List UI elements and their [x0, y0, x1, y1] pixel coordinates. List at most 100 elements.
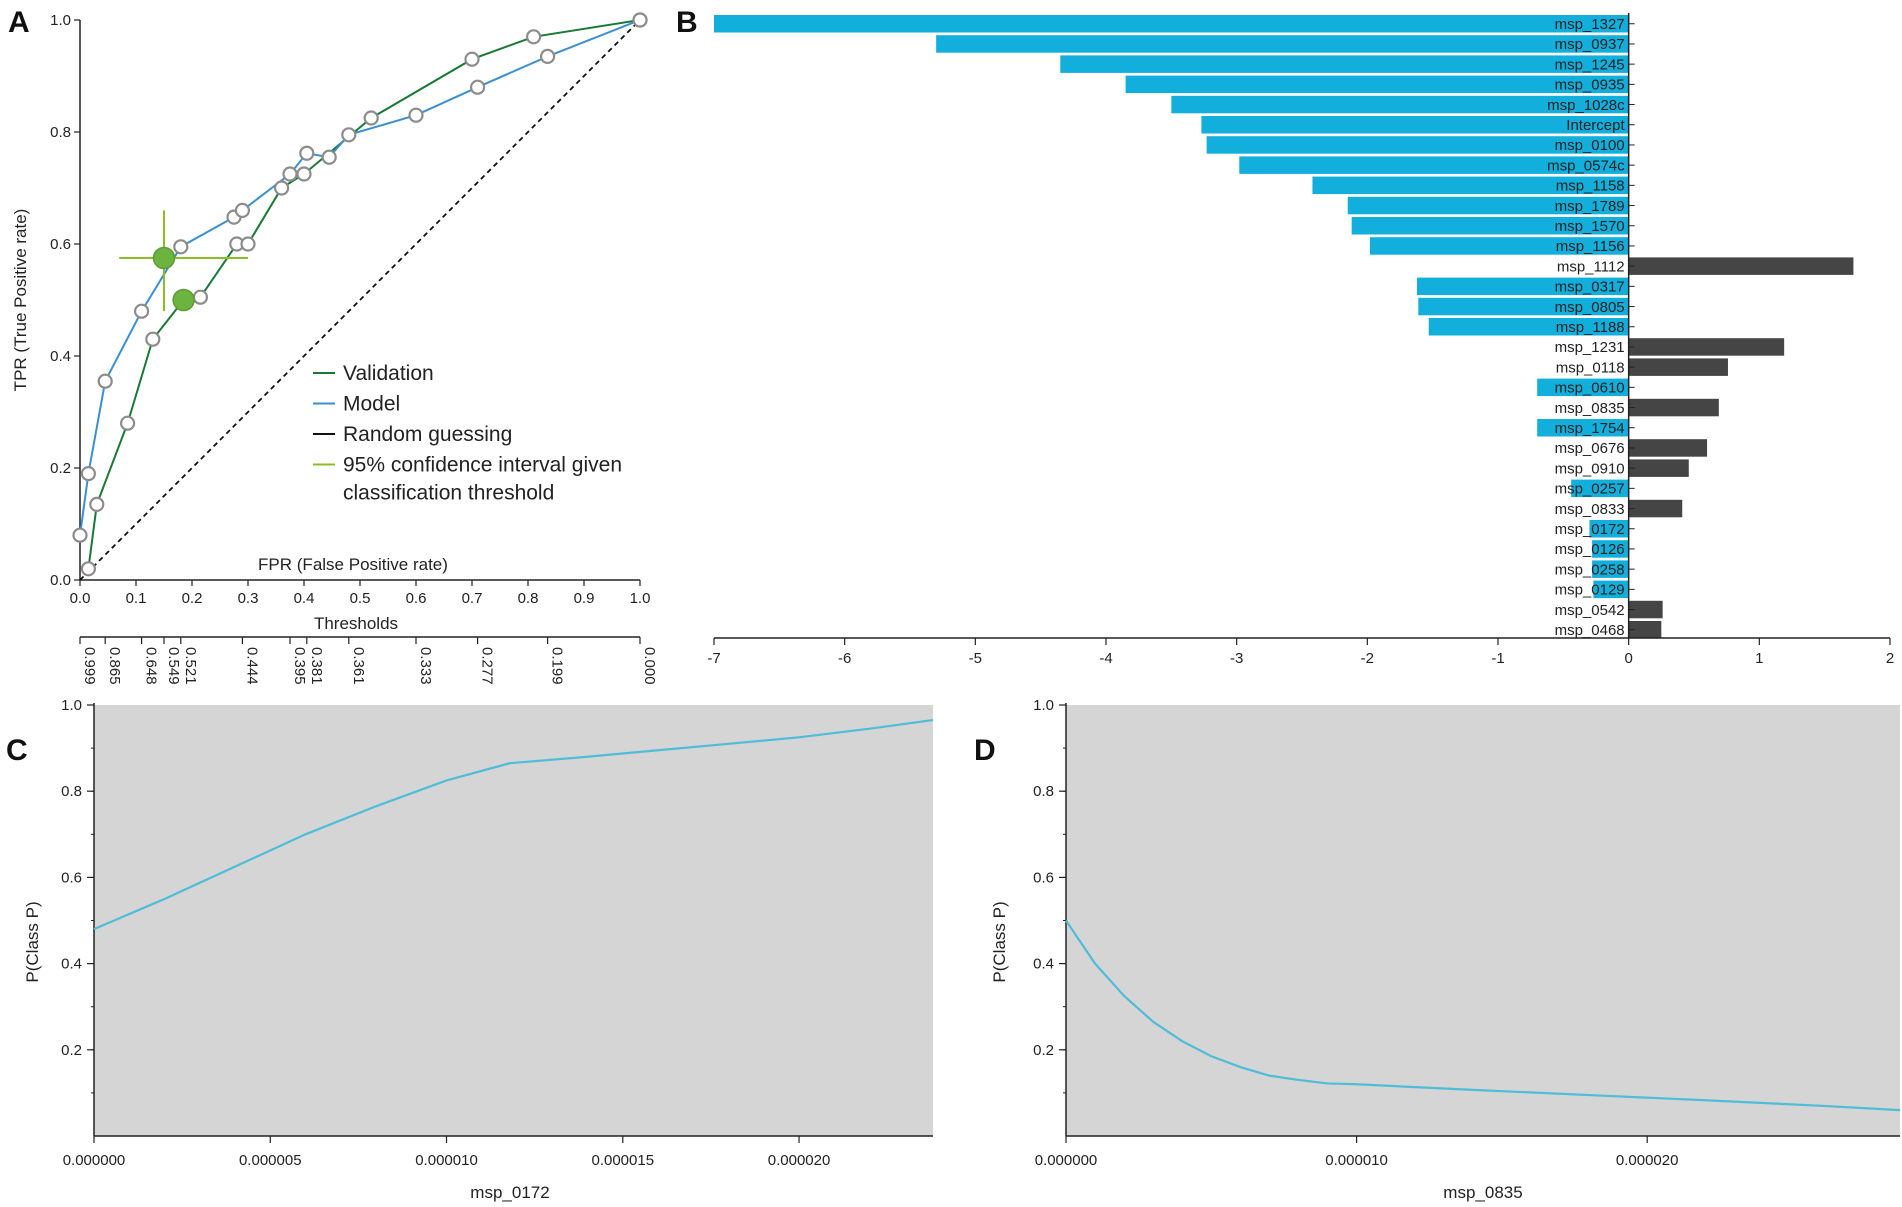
- bar-label: msp_1028c: [1547, 97, 1625, 114]
- bar-msp_0935: [1125, 75, 1629, 94]
- x-tick-label: 0.000015: [591, 1152, 654, 1169]
- bar-msp_0118: [1628, 358, 1728, 376]
- bar-msp_1327: [714, 15, 1629, 33]
- bar-msp_0835: [1628, 398, 1719, 417]
- x-tick-label: 0.000000: [63, 1152, 126, 1169]
- bar-label: msp_1158: [1556, 178, 1625, 195]
- threshold-tick-label: 0.999: [81, 647, 98, 685]
- bar-msp_0126: [1592, 540, 1629, 558]
- x-tick-label: 0.000000: [1035, 1152, 1098, 1169]
- bar-msp_0100: [1206, 136, 1629, 154]
- bar-msp_1245: [1060, 55, 1629, 73]
- y-tick-label: 0.6: [61, 869, 82, 886]
- model-threshold-point: [321, 149, 337, 165]
- bar-label: msp_0257: [1555, 481, 1625, 498]
- panel-a-letter: A: [8, 6, 30, 39]
- bar-label: msp_1754: [1555, 420, 1625, 437]
- bar-msp_0542: [1628, 600, 1663, 619]
- y-tick-label: 1.0: [50, 12, 71, 29]
- panel-d-letter: D: [974, 734, 996, 767]
- y-tick-label: 0.4: [50, 348, 71, 365]
- thresholds-axis: 0.999 0.865 0.648 0.549 0.521 0.444 0.395 0.381…: [79, 636, 658, 685]
- x-tick-label: 0.2: [182, 590, 203, 607]
- model-threshold-point: [282, 166, 298, 182]
- bar-label: msp_0129: [1555, 582, 1625, 599]
- panel-b-bar-labels: msp_1327 msp_0937 msp_1245 msp_0935 msp_1028…: [1547, 16, 1625, 639]
- validation-threshold-point: [192, 289, 208, 305]
- bar-label: msp_0126: [1555, 541, 1625, 558]
- bar-msp_0910: [1628, 459, 1689, 477]
- model-threshold-point: [97, 373, 113, 389]
- bar-label: msp_0937: [1555, 36, 1625, 53]
- threshold-tick-label: 0.865: [106, 647, 123, 685]
- probability-line: [93, 718, 934, 931]
- ci-point-model: [152, 246, 176, 270]
- bar-msp_0258: [1592, 560, 1629, 578]
- legend-label: Validation: [343, 362, 434, 385]
- y-tick-label: 0.4: [61, 956, 82, 973]
- x-tick-label: -4: [1099, 650, 1112, 667]
- bar-label: msp_0468: [1555, 622, 1625, 639]
- x-tick-label: 0.3: [238, 590, 259, 607]
- validation-threshold-point: [274, 180, 290, 196]
- bar-msp_1754: [1537, 419, 1629, 437]
- validation-threshold-point: [89, 496, 105, 512]
- bar-msp_0317: [1416, 277, 1629, 296]
- legend-label-line2: classification threshold: [343, 482, 554, 505]
- x-tick-label: 0.4: [294, 590, 315, 607]
- bar-label: msp_1245: [1555, 56, 1625, 73]
- bar-label: msp_1188: [1556, 319, 1625, 336]
- panel-a-legend: Validation Model Random guessing 95% confid…: [313, 362, 622, 505]
- x-tick-label: -7: [707, 650, 720, 667]
- threshold-tick-label: 0.549: [165, 647, 182, 685]
- panel-a-axes: 0.0 0.2 0.4 0.6 0.8 1.0 0.0 0.1 0.2 0.3 0.4 0.5 0.6 0…: [50, 12, 650, 607]
- threshold-tick-label: 0.521: [182, 647, 199, 685]
- panel-d-plot: 0.2 0.4 0.6 0.8 1.0 0.000000 0.000010 0.000020: [1033, 697, 1901, 1169]
- panel-b-letter: B: [676, 6, 698, 39]
- panel-d-ylabel: P(Class P): [990, 901, 1009, 982]
- bar-msp_1112: [1628, 257, 1854, 275]
- bar-msp_0574c: [1239, 156, 1629, 174]
- bar-label: msp_1231: [1555, 339, 1625, 356]
- bar-intercept: [1201, 116, 1629, 134]
- threshold-tick-label: 0.444: [243, 647, 260, 685]
- threshold-tick-label: 0.199: [549, 647, 566, 685]
- panel-b-bars: [714, 15, 1854, 639]
- threshold-tick-label: 0.333: [417, 647, 434, 685]
- plot-background: [1066, 705, 1900, 1136]
- x-tick-label: 1.0: [630, 590, 651, 607]
- x-tick-label: 1: [1755, 650, 1763, 667]
- validation-threshold-point: [363, 110, 379, 126]
- legend-label: 95% confidence interval given: [343, 454, 622, 477]
- x-tick-label: 0.000010: [1325, 1152, 1388, 1169]
- validation-threshold-point: [464, 51, 480, 67]
- bar-label: Intercept: [1566, 117, 1625, 134]
- bar-label: msp_0935: [1555, 77, 1625, 94]
- y-tick-label: 0.8: [61, 783, 82, 800]
- panel-a-series: [72, 12, 648, 577]
- model-threshold-point: [134, 303, 150, 319]
- bar-label: msp_1327: [1555, 16, 1625, 33]
- model-threshold-point: [234, 202, 250, 218]
- x-tick-label: 0.000005: [239, 1152, 302, 1169]
- bar-msp_0468: [1628, 621, 1662, 639]
- thresholds-label: Thresholds: [314, 614, 398, 633]
- bar-label: msp_0258: [1555, 561, 1625, 578]
- bar-label: msp_0118: [1556, 359, 1625, 376]
- panel-c-ylabel: P(Class P): [23, 901, 42, 982]
- bar-msp_1156: [1369, 237, 1629, 255]
- x-tick-label: 0.7: [462, 590, 483, 607]
- bar-label: msp_0833: [1555, 501, 1625, 518]
- bar-msp_0833: [1628, 499, 1683, 518]
- y-tick-label: 0.2: [50, 460, 71, 477]
- panel-d: D 0.2 0.4 0.6 0.8 1.0 0.000000 0.000010 0.00002…: [974, 697, 1901, 1202]
- bar-label: msp_0835: [1555, 400, 1625, 417]
- x-tick-label: 0.1: [126, 590, 147, 607]
- bar-label: msp_1112: [1557, 258, 1625, 275]
- bar-msp_1231: [1628, 338, 1785, 356]
- x-tick-label: 2: [1886, 650, 1894, 667]
- bar-label: msp_0676: [1555, 440, 1625, 457]
- model-threshold-point: [173, 239, 189, 255]
- x-tick-label: -6: [838, 650, 851, 667]
- bar-label: msp_0542: [1555, 602, 1625, 619]
